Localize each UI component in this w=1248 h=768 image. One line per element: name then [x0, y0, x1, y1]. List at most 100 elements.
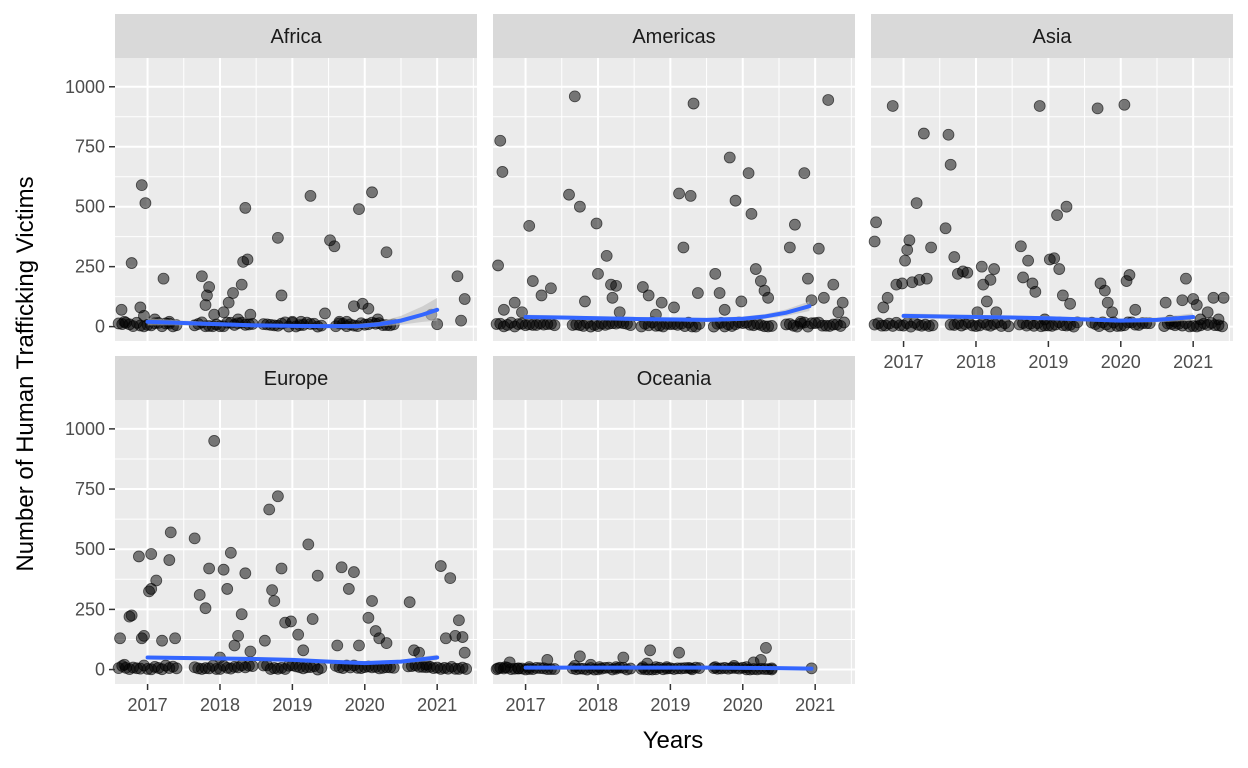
data-point — [1118, 98, 1131, 111]
data-point — [742, 167, 755, 180]
data-point — [203, 562, 216, 575]
data-point — [718, 303, 731, 316]
data-point — [754, 654, 767, 666]
y-tick-label: 0 — [95, 317, 105, 337]
zero-cluster-points — [112, 659, 473, 676]
data-point — [749, 263, 762, 275]
data-point — [545, 282, 557, 295]
y-tick-label: 0 — [95, 660, 105, 680]
facet-strip — [115, 14, 477, 58]
data-point — [451, 270, 464, 283]
data-point — [508, 296, 521, 309]
data-point — [164, 526, 177, 539]
data-point — [492, 259, 504, 272]
data-point — [169, 632, 181, 645]
data-point — [568, 90, 581, 103]
x-tick-label: 2019 — [1028, 352, 1068, 372]
data-points — [114, 435, 471, 671]
panel-background — [115, 58, 477, 341]
data-point — [526, 275, 539, 287]
data-point — [217, 306, 230, 319]
data-point — [1217, 291, 1230, 304]
data-point — [366, 595, 378, 607]
y-tick-label: 1000 — [65, 419, 105, 439]
data-point — [516, 306, 528, 319]
data-point — [926, 319, 939, 332]
data-point — [910, 197, 923, 209]
data-point — [535, 289, 548, 302]
data-point — [452, 614, 465, 627]
data-point — [877, 301, 890, 314]
facet-strip-label: Africa — [270, 26, 322, 48]
x-axis-title: Years — [643, 727, 704, 754]
data-point — [266, 584, 279, 597]
data-point — [380, 246, 393, 259]
data-point — [1053, 263, 1066, 275]
data-point — [403, 596, 416, 609]
panel-oceania: Oceania 2017 2018 2019 2020 2021 — [490, 356, 855, 715]
y-tick-label: 750 — [75, 137, 105, 157]
x-tick-label: 2021 — [417, 695, 457, 715]
data-point — [319, 307, 331, 320]
data-point — [886, 100, 899, 112]
data-point — [901, 243, 914, 256]
data-point — [838, 316, 851, 329]
data-point — [1207, 291, 1220, 304]
data-point — [1190, 299, 1203, 311]
data-point — [624, 319, 637, 332]
data-point — [870, 216, 882, 229]
data-point — [523, 219, 536, 232]
data-point — [496, 166, 509, 178]
data-point — [579, 295, 591, 308]
data-point — [118, 315, 131, 328]
data-point — [939, 222, 952, 235]
data-point — [115, 303, 128, 316]
data-point — [606, 291, 619, 304]
data-point — [275, 562, 288, 575]
data-point — [413, 646, 425, 659]
data-point — [896, 277, 909, 290]
data-point — [156, 634, 168, 647]
data-point — [353, 639, 365, 652]
data-point — [794, 315, 807, 328]
facet-strip-label: Oceania — [637, 368, 712, 390]
data-point — [832, 306, 845, 319]
data-point — [353, 203, 365, 215]
x-tick-label: 2020 — [1101, 352, 1141, 372]
data-point — [138, 309, 150, 322]
data-point — [224, 546, 237, 559]
data-point — [1101, 296, 1114, 309]
data-point — [297, 644, 310, 657]
data-point — [193, 589, 206, 601]
zero-cluster-points — [868, 316, 1229, 333]
data-point — [145, 548, 158, 560]
data-point — [304, 190, 317, 202]
x-tick-label: 2017 — [506, 695, 546, 715]
data-point — [980, 295, 993, 308]
x-tick-label: 2019 — [650, 695, 690, 715]
data-point — [444, 572, 457, 585]
data-point — [348, 566, 360, 578]
y-tick-label: 250 — [75, 599, 105, 619]
data-point — [139, 197, 152, 209]
data-point — [331, 639, 344, 652]
data-point — [881, 291, 894, 304]
data-point — [713, 287, 726, 299]
data-point — [460, 663, 473, 675]
data-point — [157, 272, 170, 285]
data-point — [263, 503, 276, 516]
data-point — [244, 308, 257, 321]
data-point — [306, 613, 319, 625]
data-point — [456, 631, 469, 643]
panel-background — [115, 400, 477, 684]
facet-strip — [871, 14, 1233, 58]
data-point — [798, 167, 811, 180]
data-point — [497, 303, 510, 316]
data-point — [217, 563, 230, 576]
data-point — [239, 567, 252, 580]
data-point — [118, 658, 131, 671]
data-point — [691, 287, 704, 299]
facet-strip-label: Europe — [264, 368, 329, 390]
x-tick-label: 2020 — [345, 695, 385, 715]
